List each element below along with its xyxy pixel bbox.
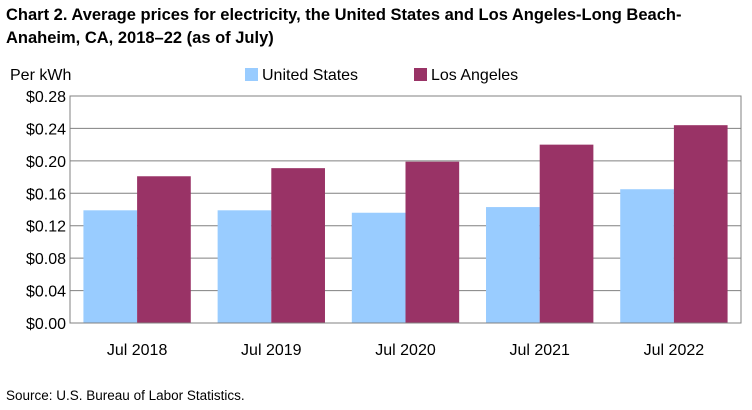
x-tick-label: Jul 2018 [107, 342, 168, 359]
bar-los-angeles [137, 176, 191, 323]
legend: United States Los Angeles [245, 67, 518, 84]
bar-los-angeles [405, 161, 460, 323]
chart-title: Chart 2. Average prices for electricity,… [6, 6, 682, 47]
bar-los-angeles [539, 144, 594, 323]
y-tick-label: $0.24 [26, 121, 66, 138]
x-tick-label: Jul 2020 [375, 342, 436, 359]
y-tick-label: $0.08 [26, 251, 66, 268]
bar-united-states [83, 210, 138, 323]
bar-united-states [351, 212, 406, 323]
bars [83, 125, 728, 323]
source-note: Source: U.S. Bureau of Labor Statistics. [6, 388, 245, 403]
bar-united-states [620, 189, 674, 323]
plot-frame [69, 95, 742, 324]
x-tick-label: Jul 2022 [644, 342, 705, 359]
y-axis-label: Per kWh [10, 67, 71, 84]
bar-united-states [486, 207, 540, 323]
y-tick-label: $0.28 [26, 89, 66, 106]
legend-swatch-la [414, 68, 427, 81]
bar-chart: Per kWh United States Los Angeles $0.00$… [10, 67, 742, 359]
bar-los-angeles [271, 168, 325, 323]
y-tick-labels: $0.00 $0.04 $0.08 $0.12 $0.16 $0.20 $0.24 $0.28 [26, 89, 66, 333]
y-tick-label: $0.12 [26, 219, 66, 236]
y-tick-label: $0.16 [26, 186, 66, 203]
bar-los-angeles [673, 125, 728, 323]
legend-label-la: Los Angeles [431, 67, 518, 84]
x-tick-label: Jul 2019 [241, 342, 302, 359]
x-tick-label: Jul 2021 [509, 342, 570, 359]
bar-united-states [217, 210, 272, 323]
y-tick-label: $0.04 [26, 284, 66, 301]
legend-swatch-us [245, 68, 258, 81]
y-tick-label: $0.20 [26, 154, 66, 171]
legend-label-us: United States [262, 67, 358, 84]
y-tick-label: $0.00 [26, 316, 66, 333]
x-tick-labels: Jul 2018 Jul 2019 Jul 2020 Jul 2021 Jul 2022 [107, 342, 704, 359]
